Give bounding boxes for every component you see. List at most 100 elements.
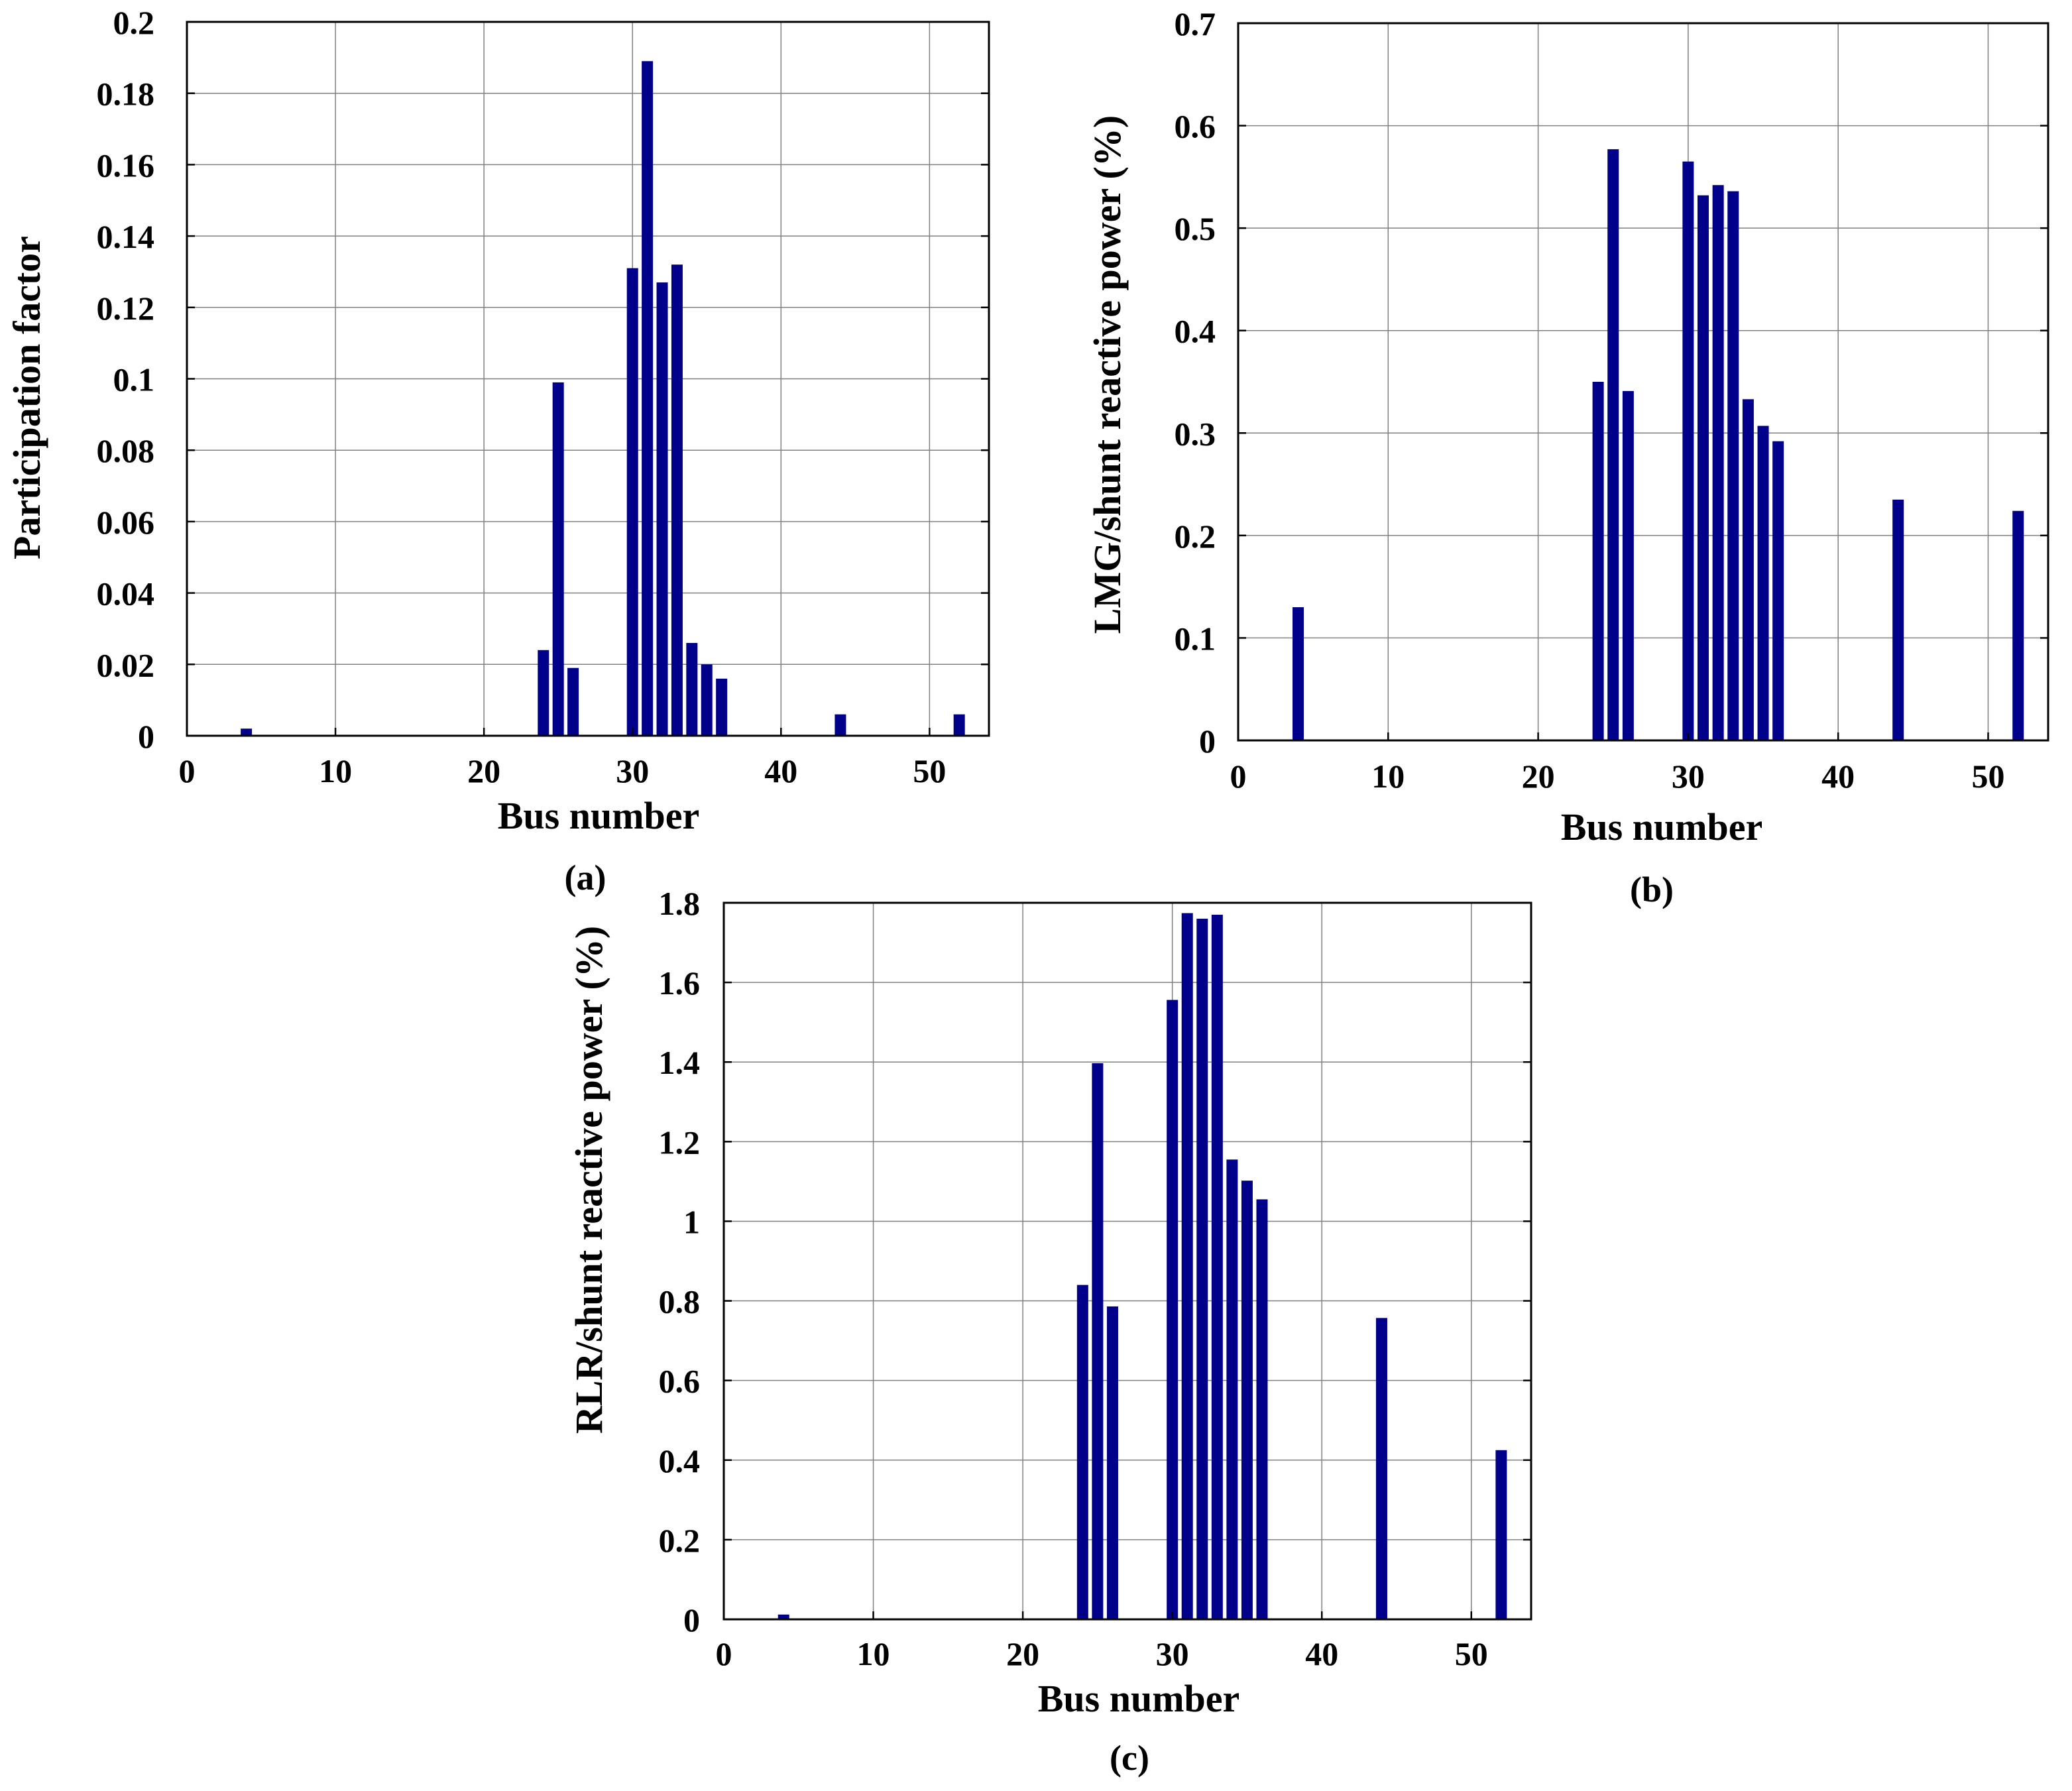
chart-c-bar-24	[1076, 1285, 1088, 1619]
chart-c-bar-44	[1375, 1318, 1387, 1619]
chart-c-xtick-label-5: 50	[1455, 1635, 1488, 1672]
chart-b-ytick-label-2: 0.2	[1175, 518, 1216, 555]
chart-a-ytick-label-8: 0.16	[97, 146, 155, 184]
chart-c-ylabel: RLR/shunt reactive power (%)	[567, 926, 610, 1434]
chart-c-ytick-label-4: 0.8	[659, 1283, 701, 1320]
chart-c-ytick-label-5: 1	[683, 1203, 700, 1240]
chart-a-bar-32	[656, 282, 668, 736]
chart-b-bar-25	[1607, 149, 1619, 740]
chart-c-ytick-label-0: 0	[683, 1601, 700, 1639]
chart-a-ytick-label-9: 0.18	[97, 76, 155, 113]
chart-a-bar-4	[241, 728, 253, 736]
chart-a-ytick-label-5: 0.1	[113, 361, 155, 398]
chart-a-xtick-label-3: 30	[616, 752, 649, 789]
chart-c-ytick-label-7: 1.4	[659, 1044, 701, 1081]
chart-c-bar-25	[1092, 1063, 1104, 1619]
chart-b-bar-52	[2012, 510, 2024, 740]
chart-b-bar-33	[1727, 191, 1739, 740]
chart-a-bar-44	[835, 714, 846, 736]
chart-a: Participation factor Bus number (a) 0 0.0…	[5, 4, 990, 897]
chart-c-ytick-label-2: 0.4	[659, 1442, 701, 1479]
chart-b-bar-24	[1592, 382, 1604, 740]
chart-a-bar-34	[686, 642, 698, 736]
chart-b-frame	[1237, 22, 2049, 742]
chart-b-xtick-label-0: 0	[1230, 758, 1247, 795]
chart-a-ytick-label-2: 0.04	[97, 575, 155, 612]
chart-a-ytick-label-1: 0.02	[97, 646, 155, 683]
chart-a-xtick-label-4: 40	[764, 752, 797, 789]
chart-b-bar-35	[1757, 426, 1769, 740]
chart-c-bar-33	[1211, 915, 1223, 1619]
chart-b-bar-31	[1698, 195, 1709, 740]
chart-c-bar-31	[1181, 913, 1193, 1619]
chart-a-ylabel: Participation factor	[5, 236, 48, 559]
chart-b-bar-26	[1622, 390, 1634, 740]
chart-b-xtick-label-2: 20	[1522, 758, 1555, 795]
chart-c-frame	[722, 901, 1532, 1621]
chart-b-bar-30	[1682, 161, 1694, 740]
chart-c-ytick-label-6: 1.2	[659, 1124, 701, 1161]
chart-c-xtick-label-3: 30	[1156, 1635, 1189, 1672]
chart-a-xtick-label-2: 20	[467, 752, 500, 789]
chart-c-bar-34	[1226, 1159, 1238, 1619]
chart-a-xlabel: Bus number	[498, 794, 700, 837]
chart-c-xtick-label-2: 20	[1006, 1635, 1039, 1672]
chart-c-xtick-label-0: 0	[716, 1635, 732, 1672]
chart-b-ytick-label-3: 0.3	[1175, 415, 1216, 452]
chart-b-ytick-label-4: 0.4	[1175, 313, 1216, 350]
chart-a-ytick-label-4: 0.08	[97, 432, 155, 469]
chart-b-xtick-label-4: 40	[1821, 758, 1855, 795]
chart-c-bar-30	[1167, 1000, 1179, 1619]
chart-c-bar-35	[1241, 1181, 1253, 1619]
chart-c-bar-32	[1196, 919, 1208, 1619]
chart-a-ytick-label-6: 0.12	[97, 290, 155, 327]
chart-c-ytick-label-9: 1.8	[659, 885, 701, 922]
chart-c-xtick-label-4: 40	[1305, 1635, 1338, 1672]
chart-a-bar-33	[671, 264, 683, 736]
chart-b-ytick-label-1: 0.1	[1175, 620, 1216, 657]
chart-c-xtick-label-1: 10	[857, 1635, 890, 1672]
chart-b-ytick-label-6: 0.6	[1175, 108, 1216, 145]
chart-c-caption: (c)	[1110, 1738, 1149, 1778]
chart-b-xtick-label-3: 30	[1672, 758, 1705, 795]
chart-b-bar-4	[1293, 607, 1304, 740]
chart-c-xlabel: Bus number	[1038, 1677, 1240, 1720]
chart-a-bar-52	[953, 714, 965, 736]
chart-b-bar-34	[1742, 399, 1754, 740]
chart-a-bar-25	[552, 382, 564, 736]
chart-c-ytick-label-3: 0.6	[659, 1363, 701, 1400]
chart-a-ytick-label-0: 0	[138, 718, 154, 755]
chart-c-bar-36	[1256, 1199, 1268, 1619]
chart-c-ytick-label-8: 1.6	[659, 964, 701, 1002]
chart-b-bar-36	[1772, 441, 1784, 740]
chart-c-bar-52	[1495, 1450, 1507, 1619]
chart-a-bar-36	[716, 678, 728, 736]
chart-b-ytick-label-7: 0.7	[1175, 5, 1216, 42]
chart-b-xtick-label-1: 10	[1371, 758, 1405, 795]
chart-a-ytick-label-7: 0.14	[97, 218, 155, 255]
chart-b-ytick-label-5: 0.5	[1175, 210, 1216, 247]
chart-a-bar-24	[538, 650, 549, 736]
chart-b-xtick-label-5: 50	[1971, 758, 2004, 795]
chart-a-ytick-label-3: 0.06	[97, 504, 155, 541]
chart-a-caption: (a)	[565, 858, 606, 897]
chart-c-ytick-label-1: 0.2	[659, 1522, 701, 1559]
chart-b-ytick-label-0: 0	[1199, 722, 1216, 760]
chart-a-xtick-label-5: 50	[913, 752, 946, 789]
chart-a-xtick-label-0: 0	[179, 752, 196, 789]
chart-a-bar-31	[642, 61, 654, 736]
chart-b: LMG/shunt reactive power (%) Bus number …	[1086, 5, 2049, 909]
chart-a-xtick-label-1: 10	[319, 752, 352, 789]
chart-b-bar-32	[1712, 185, 1724, 740]
chart-a-bar-35	[701, 664, 713, 736]
chart-c-bar-4	[777, 1614, 789, 1619]
chart-c: RLR/shunt reactive power (%) Bus number …	[567, 885, 1532, 1778]
chart-c-bar-26	[1106, 1306, 1118, 1619]
chart-b-bar-44	[1892, 499, 1904, 740]
chart-a-bar-30	[626, 268, 638, 736]
chart-b-ylabel: LMG/shunt reactive power (%)	[1086, 115, 1129, 634]
chart-a-ytick-label-10: 0.2	[113, 4, 155, 41]
chart-b-caption: (b)	[1630, 870, 1674, 909]
chart-b-xlabel: Bus number	[1561, 805, 1763, 848]
